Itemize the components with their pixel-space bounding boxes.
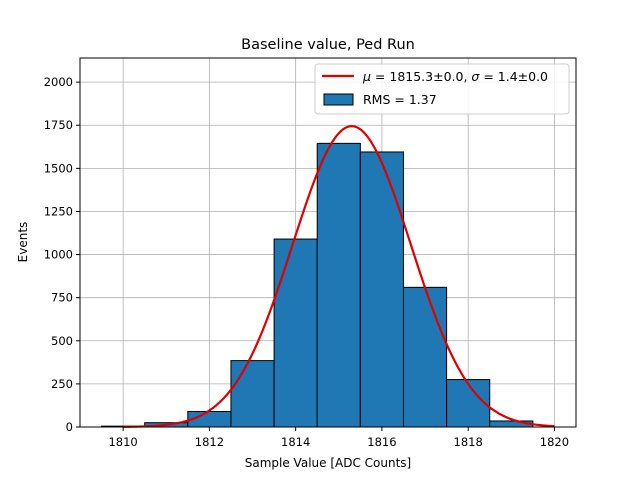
y-tick-label: 0: [66, 420, 73, 434]
chart-title: Baseline value, Ped Run: [241, 37, 415, 53]
x-tick-label: 1812: [195, 435, 224, 449]
legend: μ = 1815.3±0.0, σ = 1.4±0.0 RMS = 1.37: [314, 63, 570, 115]
legend-fit-label: μ = 1815.3±0.0, σ = 1.4±0.0: [362, 69, 548, 84]
x-tick-label: 1816: [367, 435, 396, 449]
x-axis-ticks: 1810 1812 1814 1816 1818 1820: [108, 427, 569, 449]
legend-mean-text: = 1815.3±0.0,: [371, 69, 471, 84]
y-tick-label: 500: [51, 334, 73, 348]
legend-box: [314, 63, 570, 115]
y-axis-ticks: 0 250 500 750 1000 1250 1500 1750 2000: [44, 75, 80, 434]
histogram-bar: [359, 151, 404, 428]
x-tick-label: 1814: [281, 435, 310, 449]
histogram-bar: [402, 286, 448, 428]
y-tick-label: 1000: [44, 248, 73, 262]
legend-sigma-symbol: σ: [471, 69, 480, 84]
y-tick-label: 2000: [44, 75, 73, 89]
y-tick-label: 1750: [44, 118, 73, 132]
histogram-bar: [316, 142, 361, 428]
y-tick-label: 750: [51, 291, 73, 305]
histogram-bar: [446, 379, 491, 428]
plot-area-frame: [79, 57, 577, 428]
y-tick-label: 1500: [44, 161, 73, 175]
legend-histogram-label: RMS = 1.37: [363, 92, 437, 107]
x-tick-label: 1820: [540, 435, 569, 449]
x-tick-label: 1818: [454, 435, 483, 449]
x-axis-label: Sample Value [ADC Counts]: [245, 456, 411, 470]
y-tick-label: 1250: [44, 204, 73, 218]
legend-sigma-text: = 1.4±0.0: [479, 69, 548, 84]
histogram-bars: [101, 142, 534, 428]
gaussian-fit-curve: [123, 125, 555, 428]
y-tick-label: 250: [51, 377, 73, 391]
histogram-bar: [230, 360, 275, 428]
legend-histogram-swatch: [323, 93, 354, 106]
x-tick-label: 1810: [108, 435, 137, 449]
histogram-bar: [273, 238, 318, 428]
y-axis-label: Events: [16, 222, 30, 263]
legend-mu-symbol: μ: [362, 69, 371, 84]
